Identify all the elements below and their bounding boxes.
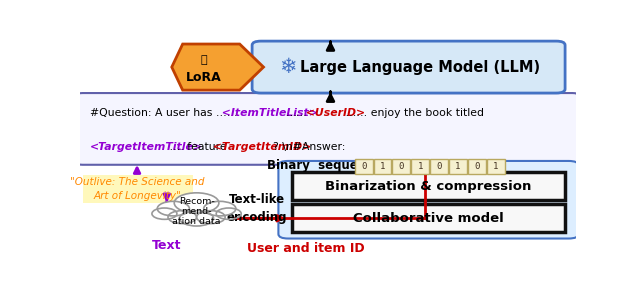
Text: <ItemTitleList>: <ItemTitleList>	[218, 108, 318, 118]
Text: <UserID>: <UserID>	[302, 108, 365, 118]
Text: Recom-
mend-
ation data: Recom- mend- ation data	[172, 197, 221, 226]
Text: "Outlive: The Science and
Art of Longevity": "Outlive: The Science and Art of Longevi…	[70, 177, 204, 201]
Text: 1: 1	[417, 162, 423, 171]
Circle shape	[204, 201, 236, 216]
Text: 1: 1	[493, 162, 499, 171]
Text: 0: 0	[361, 162, 366, 171]
FancyBboxPatch shape	[449, 159, 467, 174]
Text: 1: 1	[380, 162, 385, 171]
Text: Collaborative model: Collaborative model	[353, 212, 504, 225]
Text: …. feature: …. feature	[166, 142, 227, 152]
Circle shape	[168, 211, 196, 224]
FancyBboxPatch shape	[252, 41, 565, 93]
Text: Binarization & compression: Binarization & compression	[325, 180, 531, 193]
FancyBboxPatch shape	[468, 159, 486, 174]
Text: Binary  sequence: Binary sequence	[268, 159, 381, 172]
Text: #Question: A user has ……: #Question: A user has ……	[90, 108, 237, 118]
FancyBboxPatch shape	[412, 159, 429, 174]
Circle shape	[216, 208, 241, 219]
Text: ❄: ❄	[280, 57, 297, 77]
Text: 0: 0	[399, 162, 404, 171]
FancyBboxPatch shape	[77, 93, 579, 165]
Polygon shape	[172, 44, 264, 90]
Text: <TargetItemTitle>: <TargetItemTitle>	[90, 142, 203, 152]
FancyBboxPatch shape	[374, 159, 392, 174]
Text: <TargetItemID>: <TargetItemID>	[209, 142, 312, 152]
Text: …… enjoy the book titled: …… enjoy the book titled	[342, 108, 484, 118]
Text: 1: 1	[455, 162, 461, 171]
FancyBboxPatch shape	[355, 159, 372, 174]
FancyBboxPatch shape	[292, 172, 564, 200]
FancyBboxPatch shape	[278, 161, 579, 239]
Circle shape	[180, 211, 214, 226]
Circle shape	[196, 211, 225, 224]
Text: Text: Text	[152, 239, 182, 253]
Circle shape	[152, 208, 177, 219]
FancyBboxPatch shape	[292, 204, 564, 232]
Text: ? \n#Answer:: ? \n#Answer:	[273, 142, 346, 152]
Text: 0: 0	[436, 162, 442, 171]
Text: Text-like
encoding: Text-like encoding	[227, 193, 287, 224]
Circle shape	[174, 193, 219, 213]
Text: 🔥: 🔥	[200, 55, 207, 65]
Text: 0: 0	[474, 162, 479, 171]
FancyBboxPatch shape	[83, 175, 193, 203]
FancyBboxPatch shape	[392, 159, 410, 174]
Circle shape	[157, 201, 189, 216]
FancyBboxPatch shape	[430, 159, 448, 174]
Text: LoRA: LoRA	[186, 71, 221, 84]
FancyBboxPatch shape	[487, 159, 504, 174]
Text: Large Language Model (LLM): Large Language Model (LLM)	[300, 60, 540, 74]
Text: User and item ID: User and item ID	[247, 242, 365, 255]
Text: ……: ……	[286, 108, 308, 118]
